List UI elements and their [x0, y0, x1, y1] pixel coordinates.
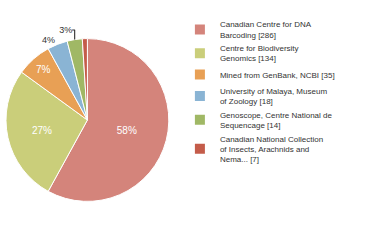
svg-text:Canadian Centre for DNABarcodi: Canadian Centre for DNABarcoding [286]	[220, 20, 312, 39]
svg-text:7%: 7%	[36, 64, 51, 75]
svg-text:Centre for BiodiversityGenomic: Centre for BiodiversityGenomics [134]	[220, 44, 299, 63]
svg-text:University of Malaya, Museumof: University of Malaya, Museumof Zoology […	[220, 87, 327, 106]
svg-text:58%: 58%	[117, 125, 137, 136]
svg-text:Genoscope, Centre National deS: Genoscope, Centre National deSequencage …	[220, 111, 333, 130]
svg-text:Canadian National Collectionof: Canadian National Collectionof Insects, …	[220, 135, 323, 165]
svg-text:4%: 4%	[42, 35, 55, 45]
svg-text:3%: 3%	[59, 25, 72, 35]
svg-text:27%: 27%	[32, 125, 52, 136]
svg-text:Mined from GenBank, NCBI [35]: Mined from GenBank, NCBI [35]	[220, 71, 335, 80]
